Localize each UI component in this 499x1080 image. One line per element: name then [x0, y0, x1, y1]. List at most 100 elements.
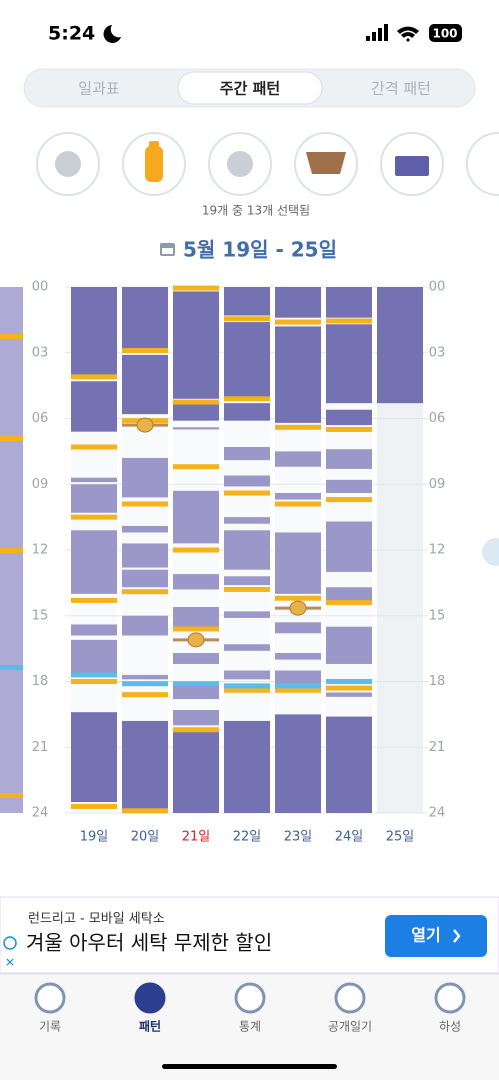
feed-mark: [326, 426, 372, 432]
nap-block: [173, 427, 219, 430]
y-tick-label: 06: [429, 411, 446, 426]
nap-block: [71, 484, 117, 513]
ad-button[interactable]: [385, 915, 487, 957]
filter-icon[interactable]: [466, 132, 499, 196]
nap-block: [275, 670, 321, 684]
bottle-cap: [149, 141, 159, 148]
other-mark: [326, 679, 372, 684]
y-tick-label: 03: [429, 345, 446, 360]
filter-status: 19개 중 13개 선택됨: [202, 204, 310, 218]
feed-mark: [122, 692, 168, 698]
feed-mark: [275, 595, 321, 601]
nav-label[interactable]: 통계: [239, 1020, 261, 1034]
nap-block: [326, 479, 372, 494]
nap-block: [326, 587, 372, 601]
night-block: [122, 720, 168, 811]
nap-block: [71, 639, 117, 673]
nap-block: [275, 653, 321, 660]
nap-block: [326, 626, 372, 664]
poop-icon: [187, 632, 205, 648]
bottle: [145, 146, 163, 182]
nav-icon[interactable]: [234, 982, 266, 1014]
nav-icon[interactable]: [34, 982, 66, 1014]
feed-mark: [71, 444, 117, 450]
icon-glyph: [227, 151, 253, 177]
nav-icon[interactable]: [334, 982, 366, 1014]
night-block: [71, 712, 117, 803]
nav-label[interactable]: 패턴: [139, 1019, 161, 1034]
night-block: [275, 287, 321, 318]
x-tick-label: 25일: [386, 830, 415, 845]
nap-block: [173, 709, 219, 726]
ad-button-label[interactable]: 열기: [411, 926, 440, 945]
nap-block: [275, 451, 321, 467]
nap-block: [71, 530, 117, 594]
feed-mark: [173, 285, 219, 291]
nap-block: [275, 532, 321, 594]
feed-mark: [224, 490, 270, 496]
battery: 100: [432, 27, 457, 41]
feed-mark: [224, 316, 270, 322]
feed-mark: [122, 348, 168, 354]
nap-block: [224, 517, 270, 524]
feed-mark: [224, 396, 270, 402]
nap-block: [224, 475, 270, 487]
feed-mark: [326, 497, 372, 503]
feed-mark: [173, 464, 219, 470]
nap-block: [224, 576, 270, 586]
nav-label[interactable]: 공개일기: [328, 1020, 372, 1034]
feed-mark: [275, 687, 321, 693]
segment-label[interactable]: 간격 패턴: [371, 80, 431, 98]
x-tick-label: 21일: [182, 830, 211, 845]
segment-label[interactable]: 주간 패턴: [220, 80, 280, 98]
y-tick-label: 18: [429, 674, 446, 689]
night-block: [122, 287, 168, 351]
nav-label[interactable]: 기록: [39, 1020, 61, 1034]
poop-icon: [136, 417, 154, 433]
night-block: [224, 720, 270, 813]
nap-block: [224, 446, 270, 461]
night-block: [122, 354, 168, 415]
feed-mark: [173, 626, 219, 632]
nav-label[interactable]: 하성: [439, 1020, 461, 1034]
nav-icon[interactable]: [134, 982, 166, 1014]
nav-icon[interactable]: [434, 982, 466, 1014]
other-mark: [122, 681, 168, 687]
x-tick-label: 19일: [80, 830, 109, 845]
y-tick-label: 24: [429, 806, 446, 821]
time: 5:24: [48, 23, 95, 45]
feed-mark: [326, 600, 372, 606]
ad-source[interactable]: 런드리고 - 모바일 세탁소: [28, 912, 165, 927]
y-tick-label: 18: [32, 674, 49, 689]
feed-mark: [326, 318, 372, 324]
y-tick-label: 09: [32, 477, 49, 492]
y-tick-label: 03: [32, 345, 49, 360]
night-block: [326, 287, 372, 318]
ad-headline[interactable]: 겨울 아우터 세탁 무제한 할인: [26, 931, 272, 955]
night-block: [275, 714, 321, 813]
feed-mark: [173, 727, 219, 733]
feed-mark: [173, 399, 219, 405]
night-block: [326, 409, 372, 426]
nap-block: [275, 622, 321, 634]
poop-icon: [289, 600, 307, 616]
y-tick-label: 15: [32, 608, 49, 623]
feed-mark: [275, 424, 321, 430]
nap-block: [224, 530, 270, 570]
night-block: [224, 322, 270, 399]
segment-selected: [177, 71, 323, 105]
night-block: [71, 381, 117, 432]
nap-block: [326, 692, 372, 697]
nap-block: [326, 521, 372, 572]
segment-label[interactable]: 일과표: [78, 80, 120, 98]
feed-mark: [71, 597, 117, 603]
nap-block: [71, 477, 117, 483]
other-mark: [71, 672, 117, 678]
y-tick-label: 24: [32, 806, 49, 821]
nap-block: [224, 644, 270, 651]
feed-mark: [71, 374, 117, 380]
feed-mark: [71, 803, 117, 809]
date-range[interactable]: 5월 19일 - 25일: [183, 238, 337, 262]
diaper: [306, 152, 346, 174]
nap-block: [173, 490, 219, 544]
